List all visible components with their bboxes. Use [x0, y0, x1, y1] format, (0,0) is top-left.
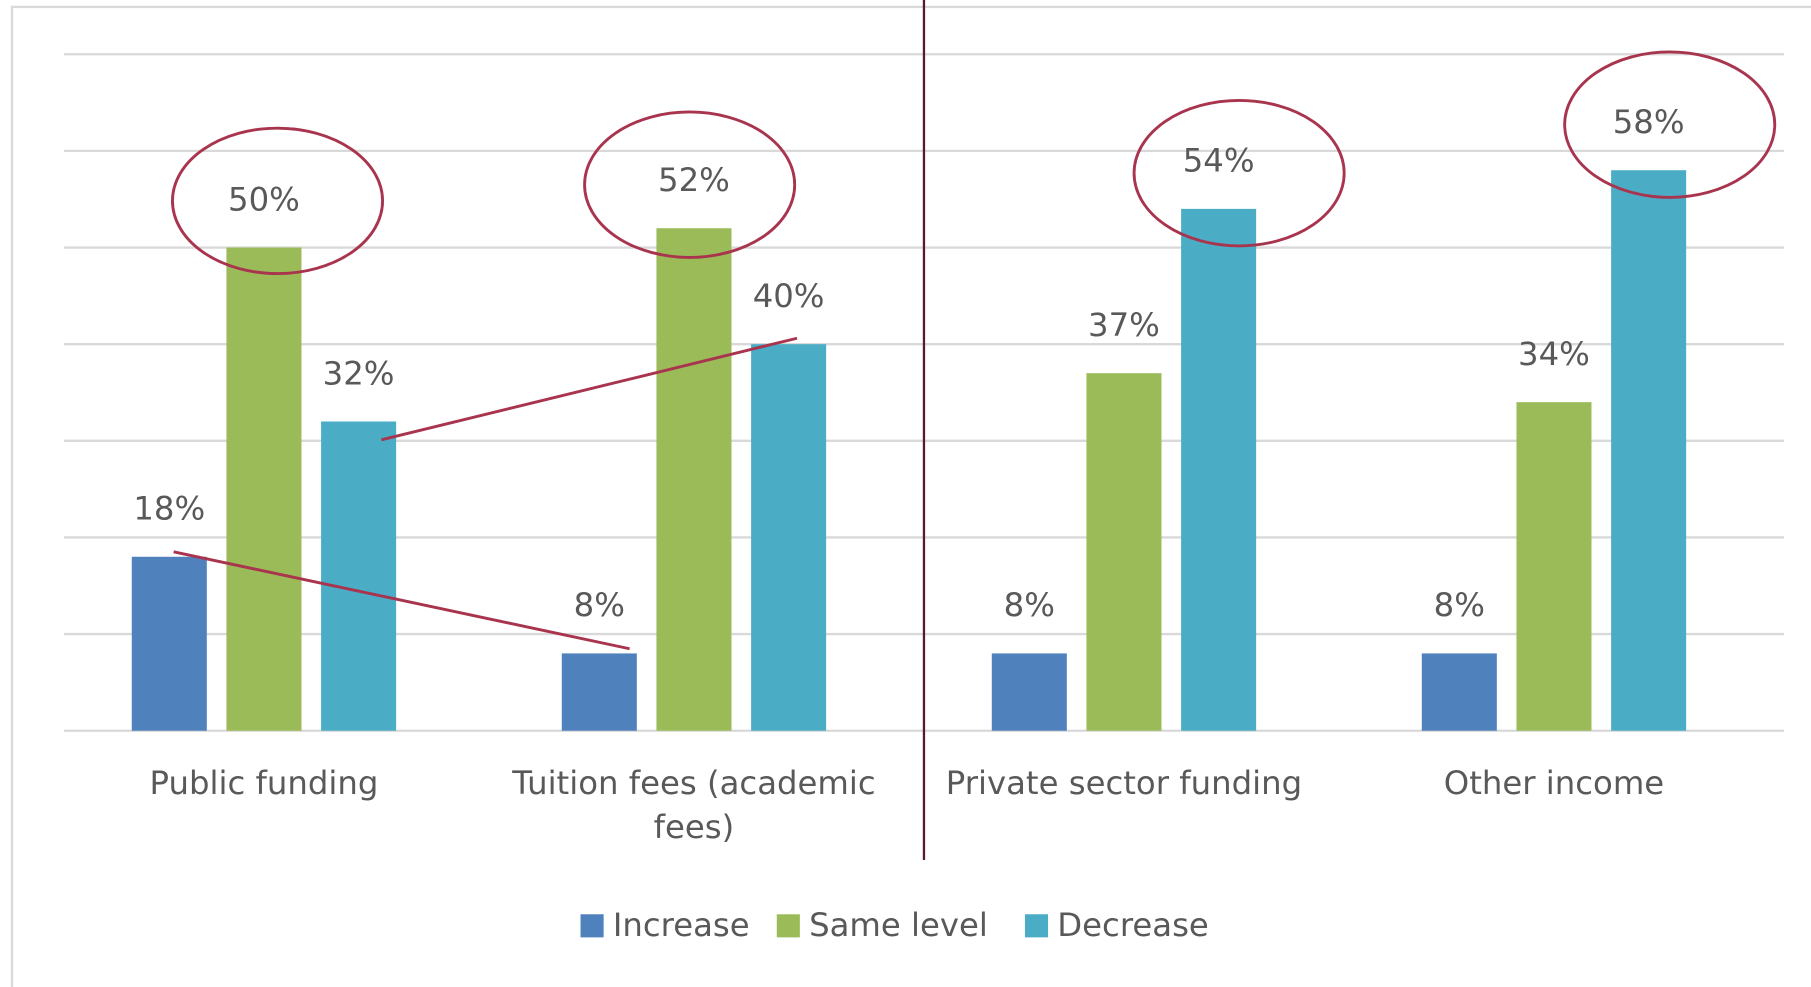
legend-swatch	[776, 914, 800, 938]
data-label: 58%	[1613, 103, 1685, 141]
x-tick-label-box: Tuition fees (academic fees)	[512, 764, 876, 847]
x-tick-label: Other income	[1443, 764, 1665, 803]
x-tick-label-box: Public funding	[149, 764, 379, 803]
legend-swatch	[580, 914, 604, 938]
data-label: 40%	[753, 277, 825, 315]
bar	[1611, 170, 1687, 731]
bar	[1086, 373, 1162, 731]
connector-line	[381, 336, 798, 442]
bar	[131, 556, 207, 731]
bar	[991, 653, 1067, 731]
data-label: 37%	[1088, 306, 1160, 344]
x-tick-label-box: Other income	[1443, 764, 1665, 803]
bar	[1181, 208, 1257, 731]
highlight-circle	[171, 126, 385, 276]
legend-swatch	[1024, 914, 1049, 938]
bar	[751, 344, 827, 731]
x-tick-label: Public funding	[149, 764, 379, 803]
data-label: 52%	[658, 161, 730, 199]
chart-frame	[10, 5, 1811, 987]
highlight-circle	[583, 110, 797, 259]
highlight-circle	[1563, 50, 1777, 199]
bar	[1421, 653, 1497, 731]
annotations	[171, 50, 1777, 651]
bar	[321, 421, 397, 731]
data-label: 54%	[1183, 142, 1255, 180]
highlight-circle	[1132, 98, 1346, 248]
data-label: 8%	[1004, 586, 1055, 624]
x-tick-label: Tuition fees (academic fees)	[512, 764, 876, 847]
bar	[1516, 402, 1592, 731]
data-label: 34%	[1518, 335, 1590, 373]
connector-line	[173, 550, 630, 651]
bar	[226, 247, 302, 731]
legend-label: Same level	[809, 906, 988, 944]
legend-label: Decrease	[1057, 906, 1209, 944]
x-tick-label-box: Private sector funding	[945, 764, 1303, 803]
bar	[561, 653, 637, 731]
data-label: 50%	[228, 180, 300, 218]
legend-label: Increase	[613, 906, 750, 944]
x-tick-label: Private sector funding	[945, 764, 1303, 803]
data-label: 18%	[133, 490, 205, 528]
bar	[656, 228, 732, 731]
data-label: 8%	[574, 586, 625, 624]
data-label: 32%	[323, 354, 395, 392]
data-label: 8%	[1434, 586, 1485, 624]
